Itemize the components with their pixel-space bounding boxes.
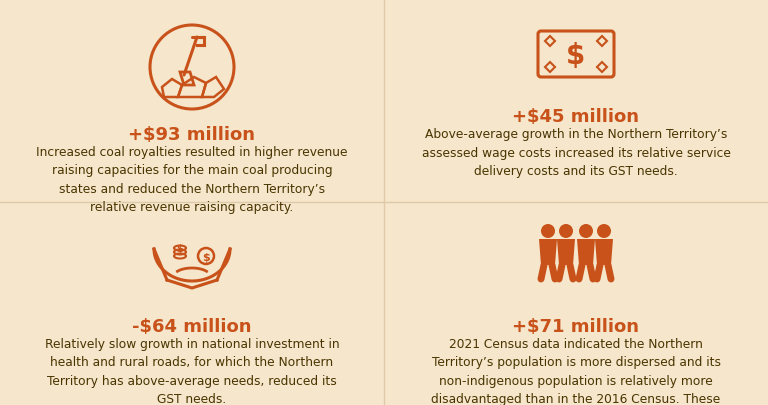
- Circle shape: [597, 224, 611, 239]
- Polygon shape: [577, 239, 595, 265]
- Text: +$71 million: +$71 million: [512, 317, 640, 335]
- Circle shape: [579, 224, 593, 239]
- Text: +$93 million: +$93 million: [128, 126, 256, 144]
- Polygon shape: [557, 239, 575, 265]
- Polygon shape: [539, 239, 557, 265]
- Text: +$45 million: +$45 million: [512, 108, 640, 126]
- Polygon shape: [595, 239, 613, 265]
- Text: Above-average growth in the Northern Territory’s
assessed wage costs increased i: Above-average growth in the Northern Ter…: [422, 128, 730, 177]
- Text: $: $: [566, 42, 586, 70]
- Text: Increased coal royalties resulted in higher revenue
raising capacities for the m: Increased coal royalties resulted in hig…: [36, 146, 348, 214]
- Text: -$64 million: -$64 million: [132, 317, 252, 335]
- Text: 2021 Census data indicated the Northern
Territory’s population is more dispersed: 2021 Census data indicated the Northern …: [432, 337, 720, 405]
- Circle shape: [541, 224, 555, 239]
- Circle shape: [559, 224, 573, 239]
- Text: $: $: [202, 252, 210, 262]
- Text: $: $: [177, 243, 184, 254]
- Text: Relatively slow growth in national investment in
health and rural roads, for whi: Relatively slow growth in national inves…: [45, 337, 339, 405]
